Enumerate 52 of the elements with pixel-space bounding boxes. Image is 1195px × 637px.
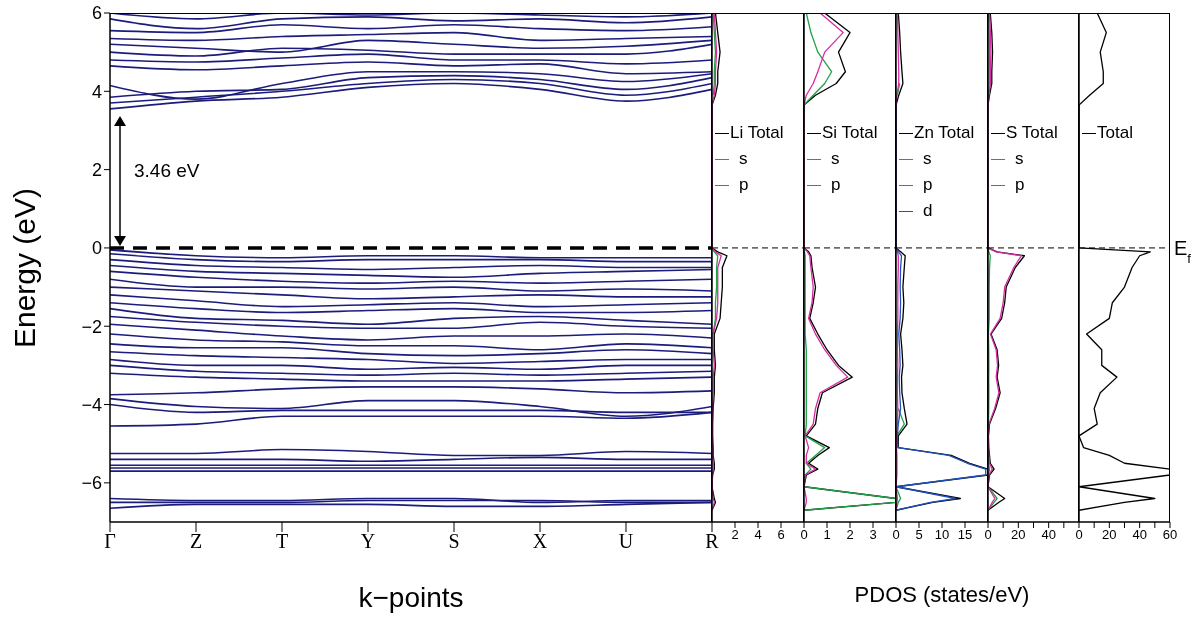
x-tick-label: X — [532, 530, 548, 553]
legend-label: s — [923, 148, 932, 170]
x-tick-label: 20 — [1011, 527, 1026, 543]
x-tick-label: T — [275, 530, 289, 553]
legend-label: p — [923, 174, 933, 196]
x-tick-label: 1 — [823, 527, 831, 543]
y-axis-title: Energy (eV) — [8, 187, 42, 348]
x-tick-label: Z — [189, 530, 203, 553]
x-tick-label: 20 — [1102, 527, 1117, 543]
x-tick-label: 6 — [777, 527, 785, 543]
x-tick-label: 10 — [934, 527, 950, 543]
legend-label: s — [1015, 148, 1024, 170]
x-tick-label: 60 — [1162, 527, 1178, 543]
legend-label: p — [1015, 174, 1025, 196]
legend-label: p — [739, 174, 749, 196]
x-tick-label: 0 — [984, 527, 992, 543]
annotation: 3.46 eV — [134, 160, 200, 182]
x-tick-label: 40 — [1132, 527, 1147, 543]
legend-label: Zn Total — [914, 122, 975, 144]
legend-label: Li Total — [730, 122, 784, 144]
x-axis-title: k−points — [357, 582, 465, 614]
legend-label: s — [831, 148, 840, 170]
x-tick-label: R — [705, 530, 720, 553]
x-tick-label: 2 — [846, 527, 854, 543]
x-axis-title: PDOS (states/eV) — [853, 582, 1031, 608]
x-tick-label: 4 — [754, 527, 762, 543]
x-tick-label: S — [448, 530, 460, 553]
x-tick-label: Γ — [104, 530, 116, 553]
x-tick-label: 3 — [869, 527, 877, 543]
x-tick-label: 15 — [957, 527, 973, 543]
y-tick-label: −2 — [81, 316, 102, 337]
legend-label: p — [831, 174, 841, 196]
y-tick-label: 4 — [91, 81, 102, 102]
x-tick-label: 0 — [892, 527, 900, 543]
legend-label: s — [739, 148, 748, 170]
y-tick-label: 2 — [91, 160, 102, 181]
legend-label: Si Total — [822, 122, 878, 144]
x-tick-label: 5 — [915, 527, 923, 543]
legend-label: Total — [1097, 122, 1133, 144]
x-tick-label: U — [618, 530, 634, 553]
legend-label: S Total — [1006, 122, 1058, 144]
y-tick-label: −4 — [81, 394, 102, 415]
x-tick-label: 0 — [1075, 527, 1083, 543]
y-tick-label: 0 — [91, 238, 102, 259]
ref-line-label: E$_{f}$ — [1174, 236, 1192, 266]
x-tick-label: 40 — [1041, 527, 1056, 543]
x-tick-label: Y — [360, 530, 376, 553]
x-tick-label: 0 — [800, 527, 808, 543]
y-tick-label: −6 — [81, 473, 102, 494]
legend-label: d — [923, 200, 933, 222]
x-tick-label: 2 — [731, 527, 739, 543]
y-tick-label: 6 — [91, 3, 102, 24]
